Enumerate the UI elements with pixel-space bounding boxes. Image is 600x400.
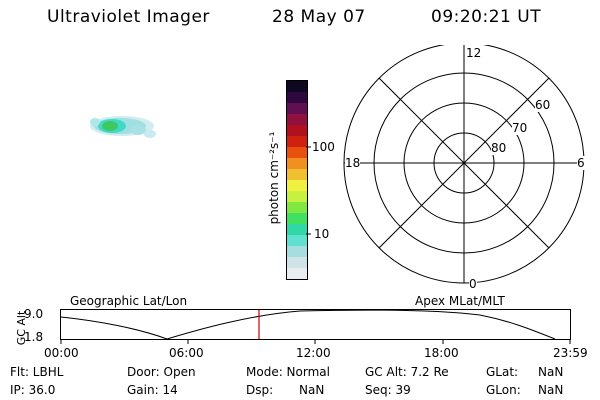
glat-label: GLat:: [486, 365, 519, 379]
colorbar-segment: [287, 268, 307, 279]
colorbar-segment: [287, 202, 307, 213]
colorbar-segment: [287, 136, 307, 147]
colorbar-segment: [287, 257, 307, 268]
colorbar-segment: [287, 213, 307, 224]
glat-value: NaN: [538, 365, 564, 379]
lat-label-60: 60: [535, 98, 551, 112]
dsp-value: NaN: [299, 383, 325, 397]
colorbar-ticks: [306, 146, 311, 235]
timeline-y-bottom: 1.8: [24, 330, 44, 344]
glon-value: NaN: [538, 383, 564, 397]
door-value: Door: Open: [127, 365, 196, 379]
colorbar-segment: [287, 224, 307, 235]
colorbar-segment: [287, 169, 307, 180]
timeline-tick-1800: 18:00: [424, 346, 459, 360]
timeline-tick-0000: 00:00: [44, 346, 79, 360]
dsp-label: Dsp:: [246, 383, 274, 397]
mlt-label-12: 12: [466, 46, 482, 60]
lat-label-70: 70: [512, 121, 528, 135]
colorbar-tick-10: 10: [314, 227, 330, 241]
timeline-left-title: Geographic Lat/Lon: [70, 294, 188, 308]
colorbar-segment: [287, 191, 307, 202]
altitude-curve: [60, 309, 556, 340]
ip-value: IP: 36.0: [10, 383, 56, 397]
mlt-label-6: 6: [577, 156, 585, 170]
colorbar-segment: [287, 81, 307, 92]
timeline-y-top: 9.0: [24, 307, 44, 321]
lat-label-80: 80: [491, 141, 507, 155]
colorbar-segment: [287, 92, 307, 103]
glon-label: GLon:: [486, 383, 521, 397]
colorbar-unit-label: photon cm⁻²s⁻¹: [267, 131, 281, 225]
colorbar-segment: [287, 147, 307, 158]
colorbar-segment: [287, 235, 307, 246]
colorbar-segment: [287, 125, 307, 136]
colorbar-segment: [287, 158, 307, 169]
mlt-label-0: 0: [469, 277, 477, 291]
timeline-tick-1200: 12:00: [296, 346, 331, 360]
mlt-label-18: 18: [345, 156, 361, 170]
time-label: 09:20:21 UT: [431, 7, 542, 27]
colorbar-segment: [287, 180, 307, 191]
polar-plot: [343, 45, 585, 284]
gain-value: Gain: 14: [127, 383, 178, 397]
timeline-tick-2359: 23:59: [553, 346, 588, 360]
date-label: 28 May 07: [272, 7, 366, 27]
colorbar-segment: [287, 103, 307, 114]
timeline-right-title: Apex MLat/MLT: [415, 294, 505, 308]
altitude-timeline: [60, 309, 571, 344]
timeline-frame: [60, 309, 571, 340]
filter-value: Flt: LBHL: [10, 365, 64, 379]
colorbar-segment: [287, 114, 307, 125]
instrument-title: Ultraviolet Imager: [47, 7, 210, 27]
timeline-tick-0600: 06:00: [169, 346, 204, 360]
mode-value: Mode: Normal: [246, 365, 330, 379]
colorbar-tick-100: 100: [312, 140, 335, 154]
colorbar-segment: [287, 246, 307, 257]
seq-value: Seq: 39: [365, 383, 411, 397]
aurora-emission-blob: [90, 116, 156, 138]
polar-diagonal-2: [378, 77, 550, 249]
gc-alt-value: GC Alt: 7.2 Re: [365, 365, 449, 379]
colorbar: [286, 80, 308, 280]
geographic-image: [90, 116, 156, 138]
